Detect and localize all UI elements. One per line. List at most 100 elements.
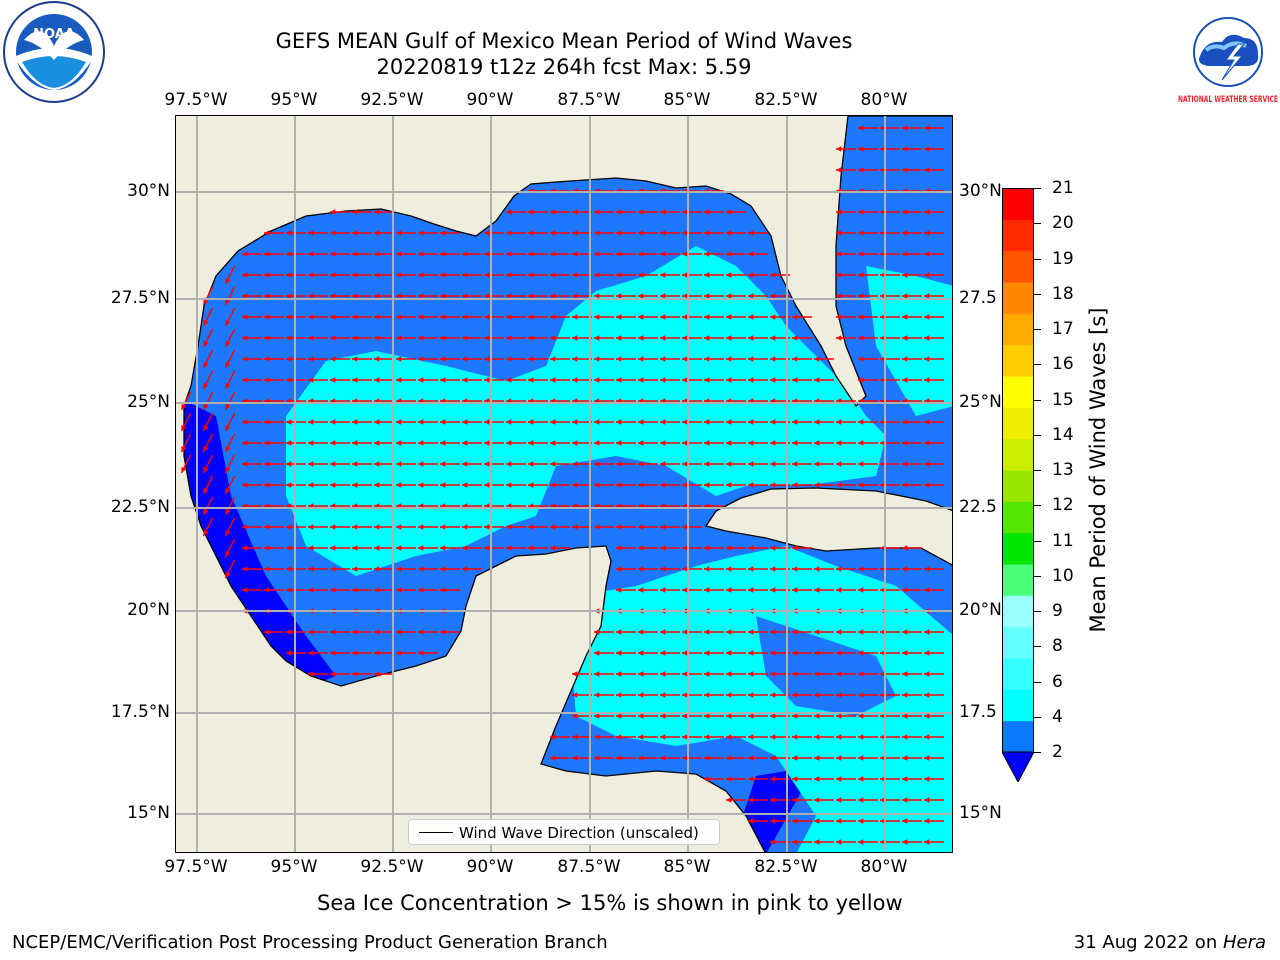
wave-arrow-head: [682, 419, 688, 425]
lon-tick-bottom: 92.5°W: [360, 857, 424, 877]
wave-arrow-head: [225, 508, 231, 515]
wave-arrow-head: [704, 629, 710, 635]
wave-arrow-head: [814, 671, 820, 677]
wave-arrow-head: [814, 839, 820, 845]
wave-arrow-head: [528, 335, 534, 341]
colorbar-tick-mark: [1034, 611, 1041, 612]
colorbar-tick-label: 9: [1052, 601, 1063, 621]
wave-arrow-head: [682, 671, 688, 677]
wave-arrow-head: [660, 440, 666, 446]
wave-arrow-head: [638, 293, 644, 299]
wave-arrow-head: [462, 461, 468, 467]
wave-arrow-head: [506, 524, 512, 530]
wave-arrow-head: [418, 440, 424, 446]
wave-arrow-head: [528, 524, 534, 530]
wave-arrow-head: [352, 293, 358, 299]
wave-arrow-head: [396, 545, 402, 551]
wave-arrow-head: [264, 524, 270, 530]
wave-arrow-head: [704, 272, 710, 278]
wave-arrow-head: [748, 776, 754, 782]
wave-arrow-head: [616, 587, 622, 593]
wave-arrow-head: [484, 314, 490, 320]
wave-arrow-head: [858, 167, 864, 173]
wave-arrow-head: [506, 377, 512, 383]
wave-arrow-head: [308, 335, 314, 341]
wave-arrow-head: [924, 377, 930, 383]
wave-arrow-head: [638, 587, 644, 593]
wave-arrow-head: [352, 314, 358, 320]
wave-arrow-head: [814, 776, 820, 782]
wave-arrow-head: [550, 314, 556, 320]
colorbar-bin: [1002, 532, 1034, 565]
wave-arrow-head: [704, 251, 710, 257]
colorbar-label: Mean Period of Wind Waves [s]: [1086, 307, 1110, 633]
wave-arrow-head: [836, 482, 842, 488]
wave-arrow-head: [836, 797, 842, 803]
wave-arrow-head: [396, 566, 402, 572]
wave-arrow-head: [924, 797, 930, 803]
wave-arrow-head: [352, 482, 358, 488]
wave-arrow-head: [550, 545, 556, 551]
wave-arrow-head: [682, 734, 688, 740]
wave-arrow-head: [814, 419, 820, 425]
colorbar-tick-mark: [1034, 223, 1041, 225]
lon-tick-bottom: 95°W: [270, 857, 318, 877]
wave-arrow-head: [572, 335, 578, 341]
wave-arrow-head: [506, 293, 512, 299]
wave-arrow-head: [616, 461, 622, 467]
wave-arrow-head: [858, 776, 864, 782]
wave-arrow-head: [902, 125, 908, 131]
wave-arrow-head: [396, 461, 402, 467]
wave-arrow-head: [924, 650, 930, 656]
wave-arrow-head: [374, 629, 380, 635]
wave-arrow-head: [858, 755, 864, 761]
wave-arrow-head: [836, 776, 842, 782]
wave-arrow-head: [902, 167, 908, 173]
colorbar-bin: [1002, 595, 1034, 628]
wave-arrow-head: [726, 755, 732, 761]
wave-arrow-head: [748, 293, 754, 299]
wave-arrow-head: [308, 440, 314, 446]
wave-arrow-head: [286, 314, 292, 320]
wave-arrow-head: [203, 487, 209, 494]
wave-arrow-head: [682, 356, 688, 362]
colorbar-bin: [1002, 626, 1034, 659]
low-period-zone: [184, 396, 336, 691]
wave-arrow-head: [572, 356, 578, 362]
wave-arrow-head: [704, 314, 710, 320]
wave-arrow-head: [748, 545, 754, 551]
wave-arrow-head: [792, 776, 798, 782]
wave-arrow-head: [308, 545, 314, 551]
wave-arrow-head: [902, 797, 908, 803]
wave-arrow-head: [594, 419, 600, 425]
wave-arrow-head: [858, 251, 864, 257]
wave-arrow-head: [286, 251, 292, 257]
wave-arrow-head: [242, 524, 248, 530]
wave-arrow-head: [264, 356, 270, 362]
wave-arrow-head: [924, 125, 930, 131]
wave-arrow-head: [660, 566, 666, 572]
wave-arrow-head: [748, 356, 754, 362]
lon-tick-top: 95°W: [270, 90, 318, 110]
wave-arrow-head: [924, 230, 930, 236]
wave-arrow-head: [814, 734, 820, 740]
wave-arrow-head: [748, 230, 754, 236]
wave-arrow-head: [440, 251, 446, 257]
wave-arrow-head: [286, 524, 292, 530]
wave-arrow-head: [330, 377, 336, 383]
wave-arrow-head: [726, 440, 732, 446]
wave-arrow-head: [181, 466, 187, 473]
wave-arrow-head: [770, 818, 776, 824]
wave-arrow-head: [203, 529, 209, 536]
wave-arrow-head: [770, 755, 776, 761]
wave-arrow-head: [682, 650, 688, 656]
wave-arrow-head: [374, 650, 380, 656]
wave-arrow-head: [858, 461, 864, 467]
wave-arrow-head: [462, 335, 468, 341]
wave-arrow-head: [330, 419, 336, 425]
wave-arrow-head: [638, 629, 644, 635]
wave-arrow-head: [704, 776, 710, 782]
wave-arrow-head: [726, 776, 732, 782]
wave-arrow-head: [902, 755, 908, 761]
lat-tick-left: 17.5°N: [110, 702, 170, 722]
